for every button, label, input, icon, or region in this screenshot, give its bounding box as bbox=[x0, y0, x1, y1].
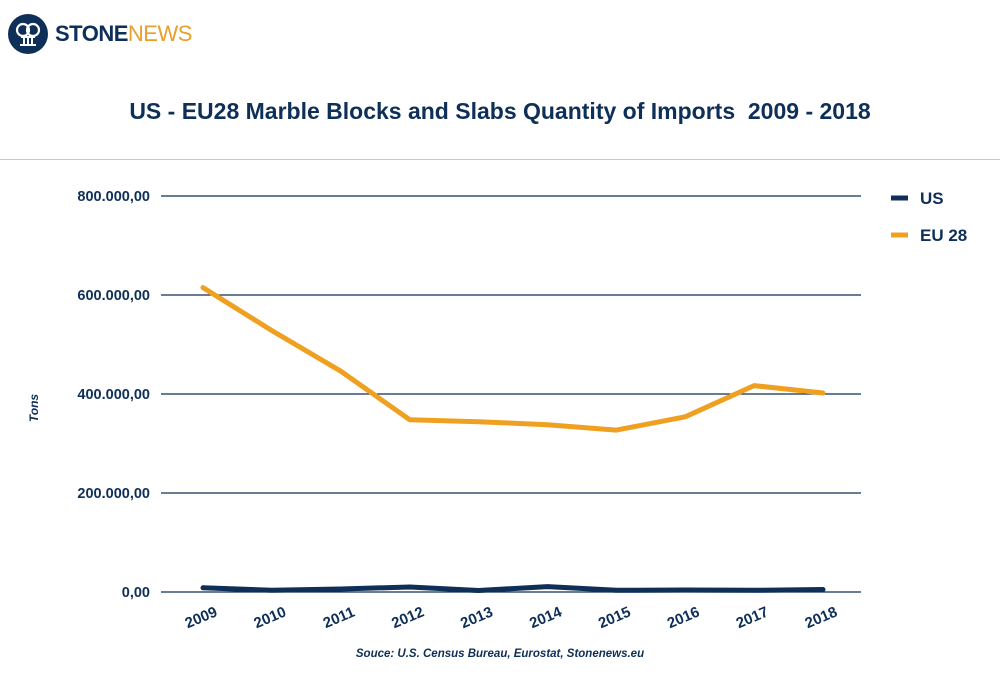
x-tick-label: 2011 bbox=[321, 604, 358, 632]
gridlines bbox=[161, 195, 861, 593]
y-tick-label: 800.000,00 bbox=[77, 189, 150, 205]
title-divider bbox=[0, 159, 1000, 160]
y-tick-label: 600.000,00 bbox=[77, 288, 150, 304]
logo-wordmark: STONENEWS bbox=[55, 23, 192, 45]
y-tick-label: 0,00 bbox=[122, 585, 150, 601]
x-tick-label: 2013 bbox=[458, 604, 495, 633]
source-note: Souce: U.S. Census Bureau, Eurostat, Sto… bbox=[355, 648, 645, 660]
logo-wordmark-stone: STONE bbox=[55, 21, 128, 46]
legend: US EU 28 bbox=[891, 189, 967, 245]
x-tick-label: 2015 bbox=[596, 604, 633, 633]
stonenews-logo-icon bbox=[8, 14, 48, 54]
series-line bbox=[200, 584, 826, 593]
x-tick-label: 2010 bbox=[251, 604, 288, 633]
x-tick-label: 2012 bbox=[389, 604, 426, 633]
x-tick-label: 2014 bbox=[527, 603, 565, 632]
legend-label: EU 28 bbox=[920, 226, 967, 245]
series-lines bbox=[200, 285, 826, 593]
x-tick-label: 2018 bbox=[803, 604, 840, 633]
y-tick-label: 400.000,00 bbox=[77, 387, 150, 403]
y-axis-ticks: 0,00 200.000,00 400.000,00 600.000,00 800.00… bbox=[77, 189, 150, 601]
logo-wordmark-news: NEWS bbox=[127, 21, 193, 46]
y-axis-title: Tons bbox=[27, 394, 41, 423]
x-tick-label: 2009 bbox=[183, 604, 220, 633]
y-tick-label: 200.000,00 bbox=[77, 486, 150, 502]
chart-title: US - EU28 Marble Blocks and Slabs Quanti… bbox=[129, 98, 871, 124]
series-line bbox=[200, 285, 826, 433]
stonenews-logo: STONENEWS bbox=[8, 12, 192, 56]
x-tick-label: 2017 bbox=[734, 604, 771, 633]
x-axis-ticks: 2009 2010 2011 2012 2013 2014 2015 2016 2017 2018 bbox=[183, 603, 840, 632]
x-tick-label: 2016 bbox=[665, 604, 702, 633]
legend-label: US bbox=[920, 189, 944, 208]
